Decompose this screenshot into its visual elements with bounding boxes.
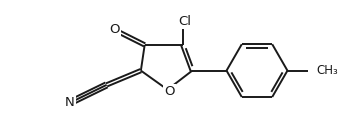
Text: Cl: Cl bbox=[178, 15, 191, 28]
Text: CH₃: CH₃ bbox=[316, 64, 338, 77]
Text: N: N bbox=[65, 96, 74, 108]
Text: O: O bbox=[109, 23, 119, 36]
Text: O: O bbox=[164, 85, 175, 98]
